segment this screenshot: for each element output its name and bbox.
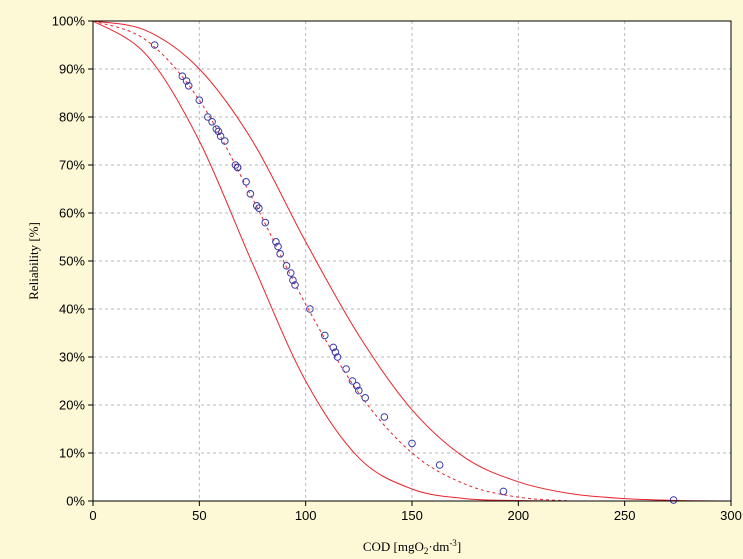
x-tick-label: 50: [192, 508, 206, 523]
lower-confidence-curve: [92, 20, 572, 502]
data-point: [255, 204, 263, 212]
data-point: [246, 190, 255, 198]
x-axis-label-sup: -3: [449, 538, 457, 548]
data-point: [331, 348, 340, 357]
y-axis-ticks: 0% 10% 20% 30% 40% 50% 60% 70% 80% 90% 100%: [52, 14, 93, 509]
data-point: [261, 218, 270, 227]
data-point: [499, 487, 508, 496]
data-point: [233, 163, 242, 172]
data-point: [321, 331, 329, 340]
data-point: [231, 161, 240, 169]
x-tick-label: 150: [401, 508, 423, 523]
data-point: [435, 461, 444, 469]
data-point: [306, 305, 314, 313]
data-point: [182, 77, 191, 85]
y-tick-label: 100%: [52, 14, 86, 29]
data-point: [150, 41, 159, 49]
data-point: [355, 386, 363, 395]
data-point: [361, 394, 370, 402]
x-axis-ticks: 0 50 100 150 200 250 300: [89, 501, 742, 523]
data-point: [669, 496, 678, 504]
data-point: [252, 202, 261, 210]
y-tick-label: 60%: [59, 206, 85, 221]
data-point: [242, 178, 250, 186]
data-point: [178, 72, 187, 80]
fit-curve: [92, 20, 572, 502]
y-tick-label: 0%: [66, 494, 85, 509]
y-tick-label: 40%: [59, 302, 85, 317]
data-point: [208, 118, 216, 126]
x-tick-label: 200: [507, 508, 529, 523]
data-point: [291, 281, 299, 289]
data-point: [216, 132, 225, 140]
x-tick-label: 100: [295, 508, 317, 523]
data-point: [274, 242, 282, 251]
x-axis-label: COD [mgO2·dm-3]: [363, 538, 461, 556]
data-point: [333, 353, 342, 361]
x-axis-label-mid: ·dm: [428, 539, 449, 554]
data-point: [329, 343, 338, 352]
upper-confidence-curve: [92, 20, 732, 502]
x-tick-label: 0: [89, 508, 96, 523]
series-layer: [92, 20, 732, 502]
y-tick-label: 50%: [59, 254, 85, 269]
data-point: [352, 382, 361, 390]
data-point: [272, 238, 280, 246]
data-point: [380, 413, 389, 421]
data-point: [184, 82, 193, 90]
data-point: [195, 96, 204, 104]
data-point: [212, 125, 221, 133]
y-tick-label: 10%: [59, 446, 85, 461]
x-axis-label-suffix: ]: [457, 539, 461, 554]
y-tick-label: 30%: [59, 350, 85, 365]
data-point: [289, 276, 297, 285]
data-point: [214, 127, 223, 136]
data-points: [150, 41, 678, 504]
y-axis-label: Reliability [%]: [26, 222, 41, 300]
y-tick-label: 80%: [59, 110, 85, 125]
y-tick-label: 20%: [59, 398, 85, 413]
data-point: [342, 365, 350, 373]
y-tick-label: 90%: [59, 62, 85, 77]
data-point: [221, 137, 229, 145]
data-point: [286, 269, 295, 277]
x-axis-label-prefix: COD [mgO: [363, 539, 424, 554]
y-tick-label: 70%: [59, 158, 85, 173]
x-axis-label-sub: 2: [424, 546, 429, 556]
data-point: [408, 439, 416, 448]
data-point: [348, 377, 357, 385]
data-point: [204, 113, 212, 121]
x-tick-label: 250: [614, 508, 636, 523]
x-tick-label: 300: [720, 508, 742, 523]
data-point: [282, 262, 291, 270]
data-point: [276, 250, 284, 258]
